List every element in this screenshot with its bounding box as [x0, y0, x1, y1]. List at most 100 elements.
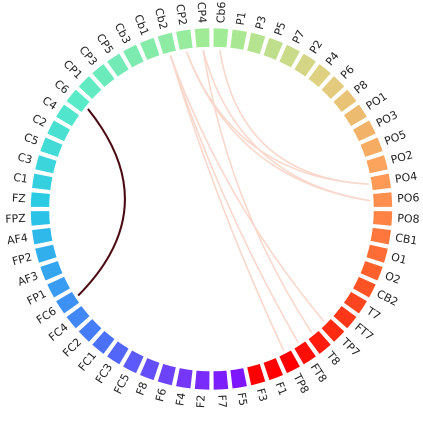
node-segment-p5 — [262, 37, 284, 61]
node-label-cp3: CP3 — [76, 43, 100, 68]
node-label-t7: T7 — [363, 304, 382, 323]
node-segment-po8 — [372, 210, 393, 227]
node-segment-f4 — [175, 367, 194, 390]
node-segment-po6 — [372, 191, 393, 208]
node-segment-cb1 — [139, 37, 161, 61]
node-label-cp5: CP5 — [94, 31, 117, 56]
connection-cb2-tp8 — [169, 55, 285, 352]
node-segment-c6 — [65, 88, 91, 113]
node-segment-f5 — [229, 367, 248, 390]
node-label-po2: PO2 — [389, 148, 414, 166]
node-segment-fc5 — [122, 349, 145, 374]
node-label-p1: P1 — [234, 11, 249, 27]
node-label-fc4: FC4 — [46, 321, 71, 344]
node-segment-fp2 — [34, 243, 58, 264]
node-label-fc2: FC2 — [60, 336, 84, 360]
node-segment-p7 — [278, 44, 301, 69]
node-label-c2: C2 — [30, 112, 49, 130]
connection-cb6-po4 — [219, 50, 369, 185]
node-label-cb1: CB1 — [394, 231, 418, 247]
node-segment-p6 — [320, 75, 346, 100]
node-label-p6: P6 — [338, 63, 357, 82]
node-segment-p1 — [229, 28, 248, 51]
node-segment-c4 — [55, 103, 80, 127]
node-label-tp8: TP8 — [290, 371, 311, 396]
node-segment-c1 — [31, 172, 54, 191]
node-segment-po1 — [343, 103, 368, 127]
node-segment-fz — [30, 191, 51, 208]
connection-c6-fc6 — [77, 108, 126, 297]
connection-cb2-tp7 — [169, 55, 325, 322]
node-segment-c5 — [39, 136, 64, 158]
node-label-f7: F7 — [215, 394, 229, 408]
node-label-p3: P3 — [253, 14, 269, 31]
node-segment-f3 — [246, 363, 267, 386]
node-segment-cb6 — [212, 27, 229, 49]
node-label-af4: AF4 — [6, 231, 29, 247]
node-segment-af4 — [31, 227, 54, 246]
node-segment-fc3 — [106, 340, 130, 366]
node-label-fc1: FC1 — [76, 349, 99, 374]
node-segment-c2 — [46, 119, 71, 142]
connection-cb2-ft8 — [169, 55, 299, 343]
node-label-c5: C5 — [22, 131, 40, 148]
node-segment-p2 — [293, 52, 317, 78]
node-segment-t8 — [307, 330, 332, 355]
node-segment-ft7 — [332, 305, 358, 330]
node-segment-po4 — [369, 172, 392, 191]
node-segment-c3 — [34, 154, 58, 175]
node-label-fp1: FP1 — [25, 287, 49, 308]
node-segment-fc1 — [91, 330, 116, 355]
node-label-p7: P7 — [290, 28, 308, 46]
node-segment-f6 — [156, 363, 177, 386]
node-label-cb6: Cb6 — [214, 1, 228, 23]
node-ring — [30, 27, 393, 391]
node-label-cb1: Cb1 — [131, 13, 151, 38]
node-segment-ft8 — [293, 340, 317, 366]
node-label-f8: F8 — [134, 380, 151, 397]
node-label-fz: FZ — [12, 192, 27, 206]
node-segment-cb3 — [122, 44, 145, 69]
node-label-fc5: FC5 — [111, 372, 132, 397]
node-segment-po5 — [359, 136, 384, 158]
connection-links — [77, 50, 371, 352]
node-label-cb2: CB2 — [375, 287, 401, 309]
node-label-po8: PO8 — [397, 212, 420, 226]
node-label-p2: P2 — [307, 38, 325, 57]
node-label-f5: F5 — [235, 392, 250, 407]
node-segment-fp1 — [46, 276, 71, 299]
node-segment-cb1 — [369, 227, 392, 246]
node-label-fpz: FPZ — [5, 212, 27, 226]
node-label-po6: PO6 — [397, 191, 420, 205]
connection-cp4-t8 — [202, 50, 313, 334]
node-segment-p8 — [332, 88, 358, 113]
node-segment-fpz — [30, 210, 51, 227]
node-label-f3: F3 — [254, 387, 270, 403]
node-label-fc6: FC6 — [34, 304, 59, 326]
node-label-ft7: FT7 — [352, 321, 376, 344]
node-label-p5: P5 — [272, 20, 289, 37]
node-segment-tp8 — [278, 349, 301, 374]
node-segment-cp1 — [77, 75, 103, 100]
node-label-t8: T8 — [323, 348, 342, 368]
node-segment-fc2 — [77, 318, 103, 343]
node-segment-cp4 — [194, 27, 211, 49]
node-segment-f2 — [194, 369, 211, 391]
node-segment-o2 — [359, 260, 384, 282]
node-label-p4: P4 — [323, 49, 342, 68]
node-label-cp1: CP1 — [61, 57, 85, 81]
node-label-c4: C4 — [40, 94, 59, 113]
node-label-f4: F4 — [173, 392, 188, 407]
node-label-cp4: CP4 — [195, 2, 209, 24]
connection-cp4-po6 — [202, 50, 371, 202]
node-label-f6: F6 — [153, 387, 169, 403]
node-label-po5: PO5 — [383, 128, 408, 148]
node-label-fp2: FP2 — [11, 250, 34, 268]
node-segment-cp2 — [175, 28, 194, 51]
node-label-cb2: Cb2 — [152, 7, 170, 31]
node-label-o2: O2 — [383, 269, 402, 287]
node-segment-fc6 — [55, 291, 80, 315]
node-segment-t7 — [343, 291, 368, 315]
